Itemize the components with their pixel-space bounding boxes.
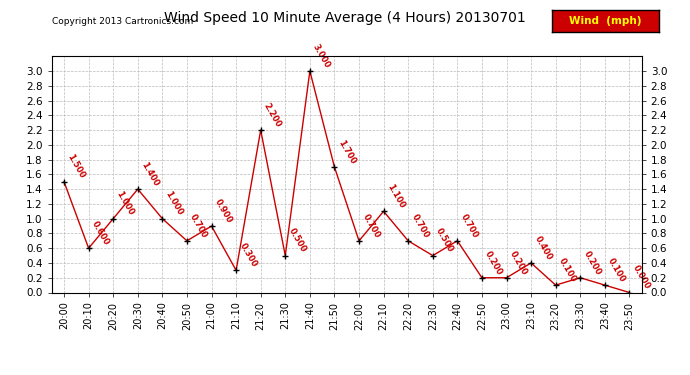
Text: 0.400: 0.400 bbox=[533, 234, 553, 262]
Text: 1.000: 1.000 bbox=[115, 190, 135, 217]
Text: 1.400: 1.400 bbox=[139, 160, 160, 188]
Text: 0.600: 0.600 bbox=[90, 219, 111, 247]
Text: 1.500: 1.500 bbox=[66, 153, 86, 180]
Text: 1.700: 1.700 bbox=[336, 138, 357, 166]
Text: 0.300: 0.300 bbox=[237, 242, 259, 269]
Text: 2.200: 2.200 bbox=[262, 101, 283, 129]
Text: 0.000: 0.000 bbox=[631, 264, 652, 291]
Text: Copyright 2013 Cartronics.com: Copyright 2013 Cartronics.com bbox=[52, 17, 193, 26]
Text: 0.900: 0.900 bbox=[213, 197, 234, 225]
Text: Wind  (mph): Wind (mph) bbox=[569, 16, 642, 26]
Text: 0.700: 0.700 bbox=[410, 212, 431, 239]
Text: 0.100: 0.100 bbox=[557, 256, 578, 284]
Text: 0.100: 0.100 bbox=[607, 256, 627, 284]
Text: 0.200: 0.200 bbox=[483, 249, 504, 276]
Text: 1.100: 1.100 bbox=[385, 183, 406, 210]
Text: 0.700: 0.700 bbox=[459, 212, 480, 239]
Text: 0.200: 0.200 bbox=[582, 249, 602, 276]
Text: 0.500: 0.500 bbox=[434, 227, 455, 254]
Text: 0.500: 0.500 bbox=[286, 227, 308, 254]
Text: 0.700: 0.700 bbox=[188, 212, 209, 239]
Text: Wind Speed 10 Minute Average (4 Hours) 20130701: Wind Speed 10 Minute Average (4 Hours) 2… bbox=[164, 11, 526, 25]
Text: 3.000: 3.000 bbox=[311, 42, 332, 70]
Text: 1.000: 1.000 bbox=[164, 190, 185, 217]
Text: 0.700: 0.700 bbox=[360, 212, 382, 239]
Text: 0.200: 0.200 bbox=[508, 249, 529, 276]
